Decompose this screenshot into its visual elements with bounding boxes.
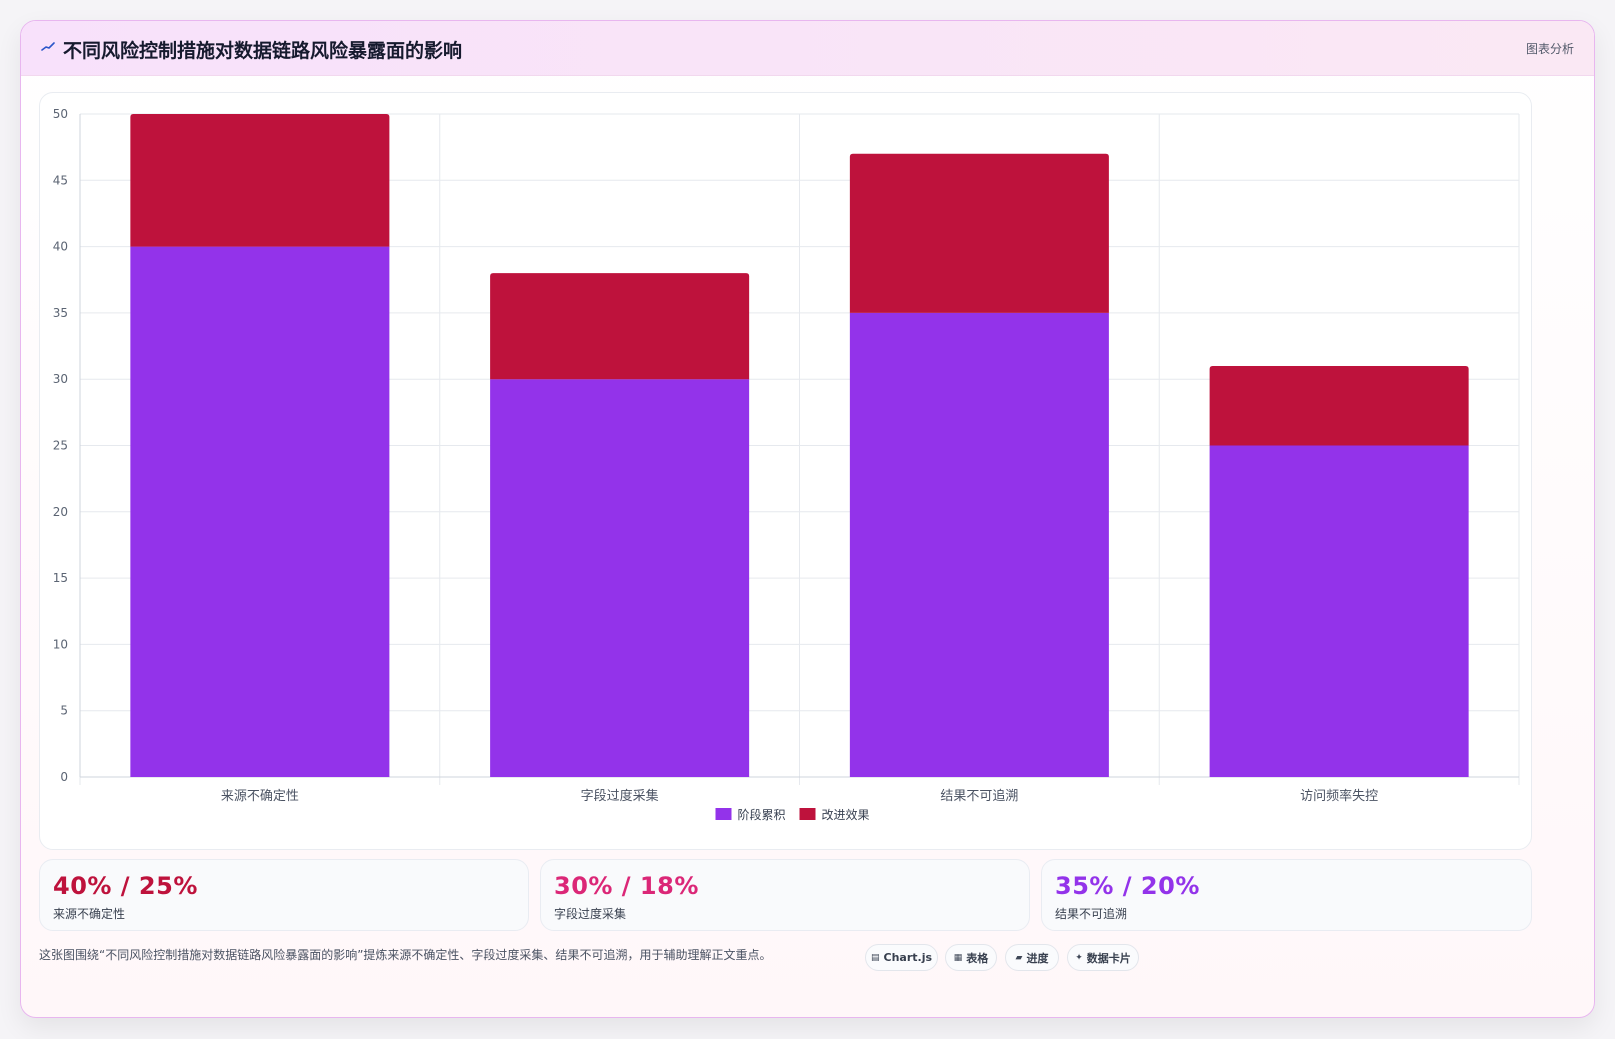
badge-label: 表格 xyxy=(966,951,989,965)
y-tick-label: 10 xyxy=(53,637,68,651)
y-tick-label: 40 xyxy=(53,240,68,254)
legend-swatch xyxy=(799,808,816,820)
y-tick-label: 45 xyxy=(53,173,68,187)
y-tick-label: 5 xyxy=(60,704,68,718)
x-tick-label: 字段过度采集 xyxy=(581,788,659,804)
badge-label: Chart.js xyxy=(883,951,933,964)
bar-改进效果 xyxy=(849,153,1109,313)
badge-label: 进度 xyxy=(1026,951,1049,965)
legend-label: 改进效果 xyxy=(822,807,870,822)
chart-analysis-tag: 图表分析 xyxy=(1525,42,1574,56)
bar-阶段累积 xyxy=(490,379,750,777)
bar-改进效果 xyxy=(130,114,390,247)
y-tick-label: 25 xyxy=(53,439,68,453)
y-tick-label: 50 xyxy=(53,107,68,121)
y-tick-label: 30 xyxy=(53,372,68,386)
badge-data-cards[interactable]: ✦ 数据卡片 xyxy=(1067,944,1139,971)
card-header: 不同风险控制措施对数据链路风险暴露面的影响 图表分析 xyxy=(21,21,1594,76)
stat-card-fields: 30% / 18% 字段过度采集 xyxy=(540,859,1030,931)
y-tick-label: 35 xyxy=(53,306,68,320)
stat-label: 来源不确定性 xyxy=(53,907,126,921)
progress-icon: ▰ xyxy=(1015,952,1023,963)
chart-panel: 0 5 10 15 20 25 30 35 40 45 50 来源不确定性 字段过度采集 结果不可追溯 访问… xyxy=(39,92,1532,850)
y-tick-label: 0 xyxy=(60,770,68,784)
stat-card-source: 40% / 25% 来源不确定性 xyxy=(39,859,529,931)
badge-chartjs[interactable]: ▤ Chart.js xyxy=(865,944,938,971)
y-tick-label: 20 xyxy=(53,505,68,519)
chart-icon: ▤ xyxy=(870,952,880,963)
badge-progress[interactable]: ▰ 进度 xyxy=(1005,944,1059,971)
line-chart-icon xyxy=(41,42,55,51)
y-tick-label: 15 xyxy=(53,571,68,585)
sparkle-icon: ✦ xyxy=(1075,952,1083,963)
stat-label: 字段过度采集 xyxy=(554,907,627,921)
bar-阶段累积 xyxy=(130,246,390,778)
legend-label: 阶段累积 xyxy=(738,807,786,822)
badge-label: 数据卡片 xyxy=(1086,951,1131,965)
stacked-bar-chart: 0 5 10 15 20 25 30 35 40 45 50 来源不确定性 字段过度采集 结果不可追溯 访问… xyxy=(53,107,1520,822)
bar-阶段累积 xyxy=(849,312,1109,777)
x-tick-label: 结果不可追溯 xyxy=(940,788,1018,804)
bar-阶段累积 xyxy=(1209,445,1469,777)
stat-value: 35% / 20% xyxy=(1055,872,1200,900)
stat-value: 40% / 25% xyxy=(53,872,198,900)
badge-table[interactable]: ▦ 表格 xyxy=(945,944,997,971)
legend-swatch xyxy=(715,808,732,820)
chart-card: 不同风险控制措施对数据链路风险暴露面的影响 图表分析 0 5 10 15 20 25 30 3… xyxy=(20,20,1595,1018)
stat-value: 30% / 18% xyxy=(554,872,699,900)
bar-改进效果 xyxy=(1209,365,1469,446)
stat-label: 结果不可追溯 xyxy=(1055,907,1128,921)
page-title: 不同风险控制措施对数据链路风险暴露面的影响 xyxy=(63,40,463,62)
x-tick-label: 访问频率失控 xyxy=(1300,788,1378,804)
x-tick-label: 来源不确定性 xyxy=(221,789,299,804)
table-icon: ▦ xyxy=(953,952,963,963)
footnote: 这张图围绕“不同风险控制措施对数据链路风险暴露面的影响”提炼来源不确定性、字段过… xyxy=(39,948,772,962)
bar-改进效果 xyxy=(490,273,750,380)
stat-card-traceability: 35% / 20% 结果不可追溯 xyxy=(1041,859,1532,931)
